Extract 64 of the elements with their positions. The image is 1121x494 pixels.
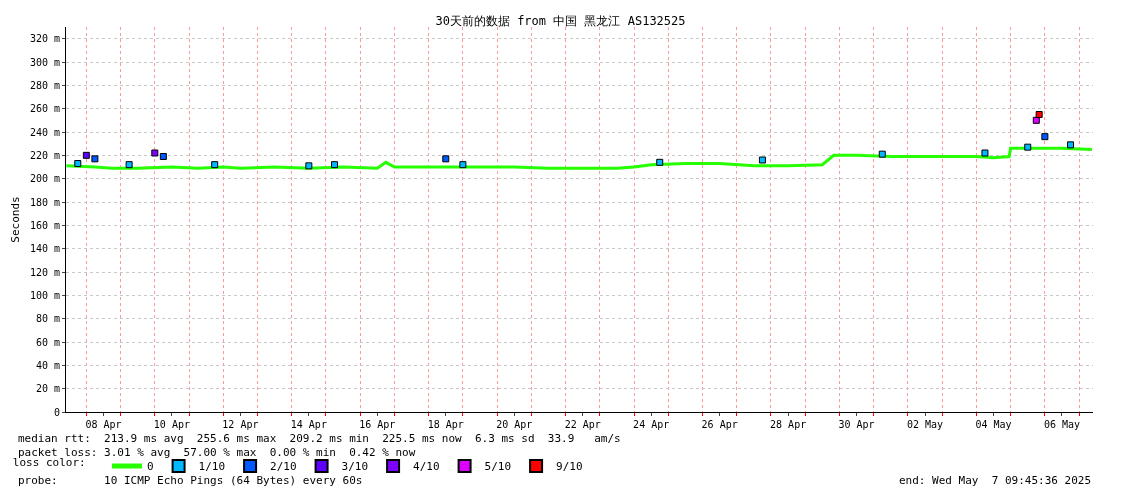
y-tick-label: 40 m <box>35 359 60 371</box>
y-tick-label: 60 m <box>35 336 60 348</box>
y-tick-label: 180 m <box>29 196 60 208</box>
y-tick-label: 80 m <box>35 313 60 325</box>
x-tick-label: 18 Apr <box>427 419 464 430</box>
point <box>442 155 450 163</box>
point <box>1032 116 1040 124</box>
y-tick-label: 300 m <box>29 56 60 68</box>
x-tick-label: 02 May <box>906 419 944 430</box>
x-tick-label: 08 Apr <box>85 419 122 430</box>
x-tick-label: 20 Apr <box>496 419 533 430</box>
x-tick-label: 28 Apr <box>770 419 807 430</box>
y-axis-title: Seconds <box>8 196 22 243</box>
y-tick-label: 240 m <box>29 126 60 138</box>
x-tick-label: 14 Apr <box>290 419 327 430</box>
y-tick-label: 160 m <box>29 219 60 231</box>
x-tick-label: 04 May <box>975 419 1012 430</box>
point <box>331 161 339 169</box>
x-tick-label: 16 Apr <box>359 419 396 430</box>
y-tick-label: 120 m <box>29 266 60 278</box>
point <box>74 160 82 167</box>
y-tick-label: 320 m <box>29 33 60 45</box>
y-tick-label: 20 m <box>35 383 60 395</box>
y-tick-label: 200 m <box>29 173 60 185</box>
text: end: Wed May 7 09:45:36 2025 <box>899 474 1092 487</box>
x-tick-label: 10 Apr <box>153 419 190 430</box>
legend-label: 1/10 <box>198 460 226 474</box>
point <box>125 161 133 169</box>
y-tick-label: 280 m <box>29 79 60 91</box>
point <box>1024 143 1032 151</box>
point <box>878 150 886 158</box>
x-tick-label: 06 May <box>1043 419 1081 430</box>
legend-label: 2/10 <box>270 460 297 474</box>
y-tick-label: 100 m <box>29 289 60 301</box>
point <box>305 162 313 170</box>
point <box>91 155 99 163</box>
point <box>151 149 159 157</box>
legend-label: 5/10 <box>484 460 512 474</box>
text: probe: 10 ICMP Echo Pings (64 Bytes) every 60s <box>18 474 363 487</box>
point <box>159 153 167 160</box>
point <box>211 161 219 169</box>
point <box>758 156 766 164</box>
x-tick-label: 22 Apr <box>564 419 601 430</box>
legend-label: 3/10 <box>341 460 369 474</box>
point <box>1067 141 1075 149</box>
point <box>1041 133 1049 141</box>
chart-title: 30天前的数据 from 中国 黑龙江 AS132525 <box>435 14 686 29</box>
y-tick-label: 260 m <box>29 103 60 115</box>
x-tick-label: 30 Apr <box>838 419 875 430</box>
legend-label: 4/10 <box>413 460 440 474</box>
y-tick-label: 220 m <box>29 149 60 161</box>
x-tick-label: 26 Apr <box>701 419 738 430</box>
y-tick-label: 0 <box>53 406 60 418</box>
point <box>981 149 989 157</box>
y-tick-label: 140 m <box>29 243 60 255</box>
x-tick-label: 24 Apr <box>633 419 670 430</box>
point <box>82 151 90 159</box>
legend-label: 0 <box>146 460 154 474</box>
point <box>656 158 664 166</box>
text: median rtt: 213.9 ms avg 255.6 ms max 209.2 ms min 225.5 ms now 6.3 ms sd 33.9 am/s <box>18 432 621 445</box>
x-tick-label: 12 Apr <box>222 419 259 430</box>
point <box>459 161 467 169</box>
legend-label: 9/10 <box>556 460 583 474</box>
point <box>1035 111 1043 118</box>
